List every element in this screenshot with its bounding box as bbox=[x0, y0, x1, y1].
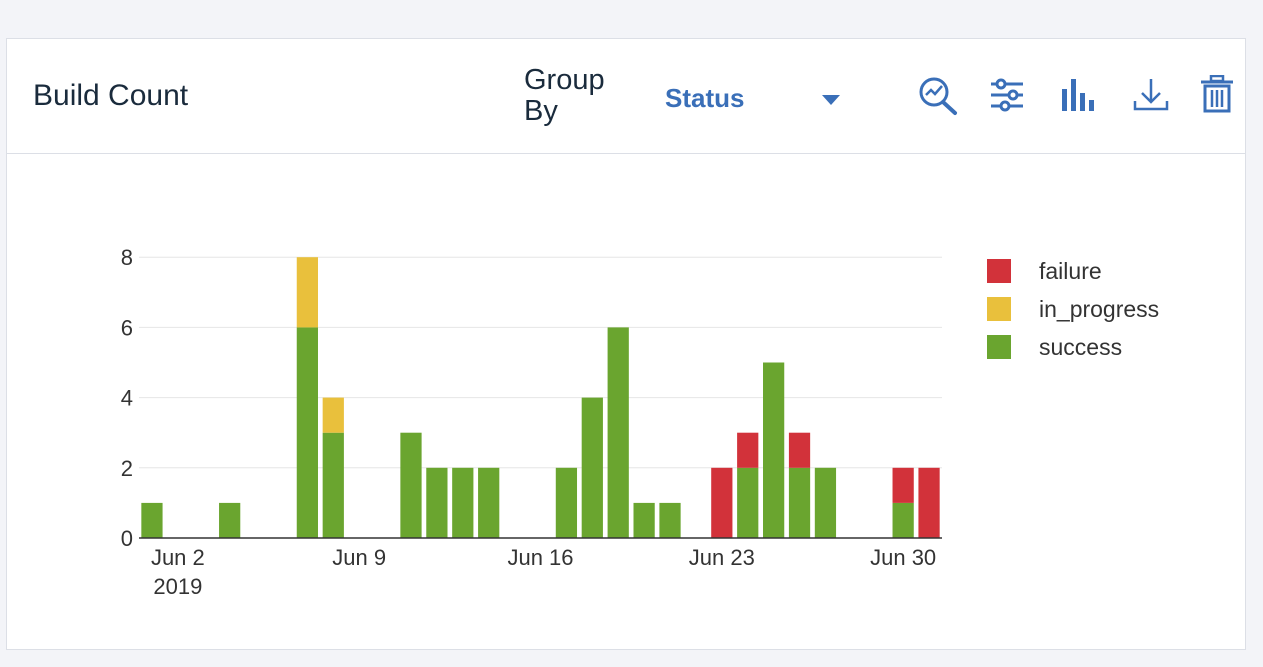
bar-in_progress bbox=[322, 397, 344, 433]
bar-success bbox=[426, 467, 448, 538]
bar-success bbox=[633, 502, 655, 538]
chart-type-button[interactable] bbox=[1058, 75, 1100, 115]
trash-icon bbox=[1201, 74, 1233, 113]
zoom-chart-icon bbox=[919, 77, 957, 115]
group-by-label: Group By bbox=[524, 65, 619, 127]
bar-success bbox=[892, 502, 914, 538]
y-tick-label: 0 bbox=[121, 526, 133, 551]
settings-sliders-button[interactable] bbox=[987, 75, 1029, 115]
x-axis-ticks: Jun 2 2019 Jun 9 Jun 16 Jun 23 Jun 30 bbox=[151, 545, 936, 599]
bar-success bbox=[581, 397, 603, 538]
bar-success bbox=[814, 467, 837, 538]
bar-success bbox=[452, 467, 474, 538]
group-by-label-text: Group By bbox=[524, 64, 605, 127]
bar-failure bbox=[737, 432, 759, 468]
zoom-chart-button[interactable] bbox=[917, 75, 959, 115]
x-tick-label: Jun 23 bbox=[689, 545, 755, 570]
y-tick-label: 8 bbox=[121, 245, 133, 270]
card-title: Build Count bbox=[33, 79, 189, 112]
bar-success bbox=[555, 467, 578, 538]
bar-success bbox=[788, 467, 811, 538]
x-tick-label: Jun 9 bbox=[332, 545, 386, 570]
download-icon bbox=[1133, 79, 1169, 111]
chart-bars bbox=[141, 257, 940, 538]
bar-failure bbox=[711, 467, 733, 538]
y-tick-label: 2 bbox=[121, 456, 133, 481]
chevron-down-icon bbox=[822, 95, 840, 105]
bar-success bbox=[737, 467, 759, 538]
x-tick-label: Jun 2 bbox=[151, 545, 205, 570]
legend-label-success: success bbox=[1039, 334, 1122, 360]
bar-success bbox=[219, 502, 241, 538]
y-tick-label: 4 bbox=[121, 386, 133, 411]
bar-chart-icon bbox=[1062, 79, 1094, 111]
x-tick-sublabel: 2019 bbox=[153, 574, 202, 599]
legend-label-in_progress: in_progress bbox=[1039, 296, 1159, 322]
bar-failure bbox=[788, 432, 811, 468]
download-button[interactable] bbox=[1131, 75, 1173, 115]
stacked-bar-chart: 0 2 4 6 8 Jun 2 2019 Jun 9 Jun 16 Jun 23 Jun 30 f… bbox=[121, 245, 1159, 599]
group-by-select[interactable]: Status bbox=[665, 81, 840, 115]
card-header: Build Count Group By Status bbox=[7, 39, 1245, 154]
sliders-icon bbox=[991, 78, 1023, 112]
legend-swatch-in_progress bbox=[987, 297, 1011, 321]
bar-success bbox=[659, 502, 681, 538]
group-by-select-value: Status bbox=[665, 83, 745, 113]
bar-success bbox=[763, 362, 785, 538]
delete-button[interactable] bbox=[1197, 74, 1239, 115]
chart-card: Build Count Group By Status bbox=[6, 38, 1246, 650]
chart-gridlines bbox=[139, 256, 942, 469]
bar-success bbox=[141, 502, 163, 538]
y-axis-ticks: 0 2 4 6 8 bbox=[121, 245, 133, 551]
y-tick-label: 6 bbox=[121, 315, 133, 340]
bar-success bbox=[400, 432, 422, 538]
x-tick-label: Jun 30 bbox=[870, 545, 936, 570]
bar-failure bbox=[918, 467, 940, 538]
legend-swatch-success bbox=[987, 335, 1011, 359]
legend-swatch-failure bbox=[987, 259, 1011, 283]
x-tick-label: Jun 16 bbox=[507, 545, 573, 570]
bar-failure bbox=[892, 467, 914, 503]
bar-in_progress bbox=[296, 257, 318, 328]
legend-label-failure: failure bbox=[1039, 258, 1102, 284]
bar-success bbox=[478, 467, 500, 538]
bar-success bbox=[322, 432, 344, 538]
bar-success bbox=[607, 327, 629, 538]
bar-success bbox=[296, 327, 318, 538]
